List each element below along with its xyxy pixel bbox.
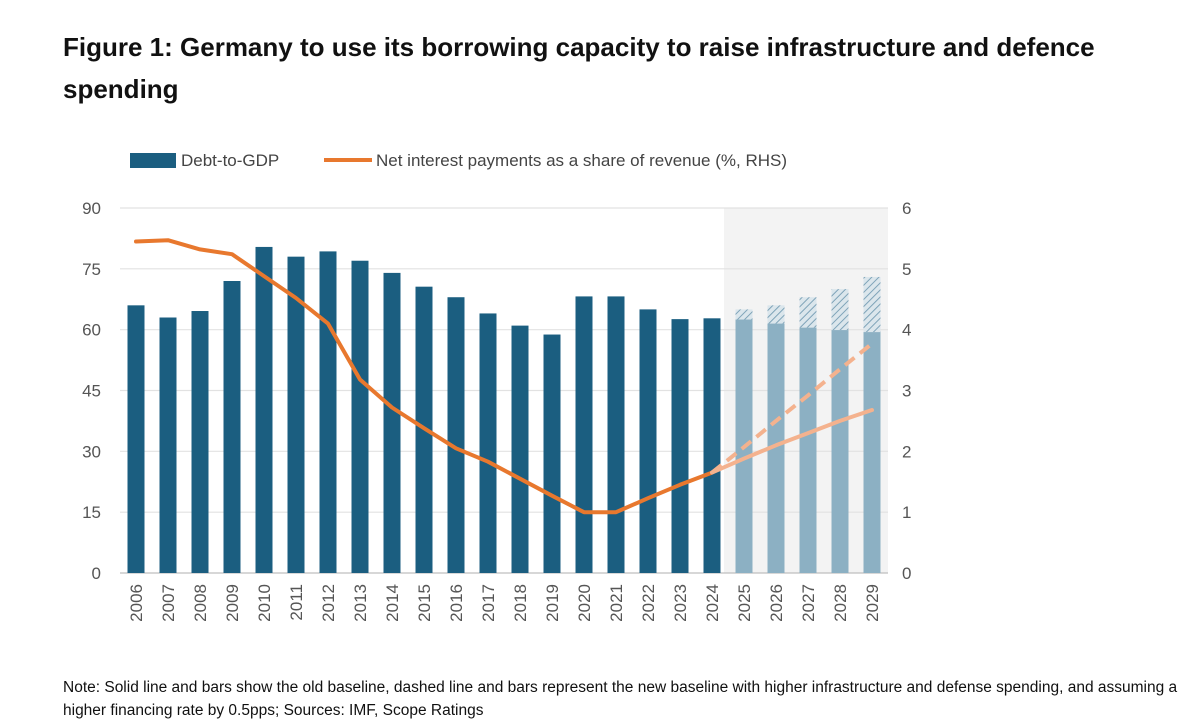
bar-debt [351, 260, 369, 573]
chart-title: Figure 1: Germany to use its borrowing c… [63, 32, 1095, 104]
bar-debt [479, 313, 497, 573]
bar-debt [639, 309, 657, 573]
x-tick-label: 2028 [831, 584, 850, 622]
bar-debt-forecast [767, 323, 785, 573]
x-tick-label: 2015 [415, 584, 434, 622]
line-net-interest-forecast [710, 408, 874, 475]
y-right-tick-label: 0 [902, 564, 911, 583]
x-tick-label: 2023 [671, 584, 690, 622]
x-tick-label: 2021 [607, 584, 626, 622]
bar-new-baseline-increment [863, 276, 881, 333]
bar-debt [447, 297, 465, 573]
bar-new-baseline-increment [799, 297, 817, 328]
y-right-tick-label: 5 [902, 260, 911, 279]
bar-debt-forecast [799, 327, 817, 573]
x-tick-label: 2026 [767, 584, 786, 622]
x-tick-label: 2013 [351, 584, 370, 622]
y-left-tick-label: 0 [92, 564, 101, 583]
legend-label-interest: Net interest payments as a share of reve… [376, 151, 787, 170]
x-tick-label: 2011 [287, 584, 306, 621]
x-tick-label: 2027 [799, 584, 818, 622]
y-left-tick-label: 45 [82, 382, 101, 401]
legend-swatch-debt [130, 153, 176, 168]
bar-debt [703, 318, 721, 573]
bar-debt [223, 281, 241, 573]
x-tick-label: 2010 [255, 584, 274, 622]
y-left-tick-label: 15 [82, 503, 101, 522]
x-tick-label: 2007 [159, 584, 178, 622]
x-tick-label: 2017 [479, 584, 498, 622]
chart-note: Note: Solid line and bars show the old b… [63, 679, 1178, 719]
legend: Debt-to-GDP Net interest payments as a s… [130, 151, 787, 170]
bar-debt [511, 325, 529, 573]
y-right-tick-label: 1 [902, 503, 911, 522]
bar-debt [543, 334, 561, 573]
x-tick-label: 2029 [863, 584, 882, 622]
bar-debt [287, 256, 305, 573]
x-tick-label: 2008 [191, 584, 210, 622]
y-left-tick-label: 60 [82, 321, 101, 340]
bar-new-baseline-increment [735, 309, 753, 320]
x-tick-label: 2019 [543, 584, 562, 622]
y-right-tick-label: 4 [902, 321, 911, 340]
y-left-tick-label: 75 [82, 260, 101, 279]
bar-debt [255, 246, 273, 573]
x-tick-label: 2022 [639, 584, 658, 622]
x-tick-label: 2020 [575, 584, 594, 622]
y-right-tick-label: 3 [902, 382, 911, 401]
bar-debt [671, 319, 689, 573]
bar-debt-forecast [831, 330, 849, 573]
x-tick-label: 2025 [735, 584, 754, 622]
bar-debt [319, 251, 337, 573]
bar-debt [575, 296, 593, 573]
x-tick-label: 2009 [223, 584, 242, 622]
bar-debt [607, 296, 625, 573]
y-right-tick-label: 6 [902, 199, 911, 218]
x-tick-label: 2024 [703, 584, 722, 622]
x-tick-label: 2014 [383, 584, 402, 622]
x-tick-label: 2018 [511, 584, 530, 622]
legend-label-debt: Debt-to-GDP [181, 151, 279, 170]
y-left-tick-label: 90 [82, 199, 101, 218]
bar-debt [191, 311, 209, 573]
y-right-tick-label: 2 [902, 442, 911, 461]
bar-debt [159, 317, 177, 573]
x-tick-label: 2006 [127, 584, 146, 622]
bar-new-baseline-increment [831, 289, 849, 331]
line-net-interest [134, 238, 714, 515]
y-left-tick-label: 30 [82, 442, 101, 461]
bar-debt [127, 305, 145, 573]
bar-debt-forecast [863, 332, 881, 573]
line-net-interest-new-baseline [710, 342, 874, 475]
bar-debt [383, 272, 401, 573]
x-tick-label: 2012 [319, 584, 338, 622]
bar-new-baseline-increment [767, 305, 785, 324]
x-tick-label: 2016 [447, 584, 466, 622]
